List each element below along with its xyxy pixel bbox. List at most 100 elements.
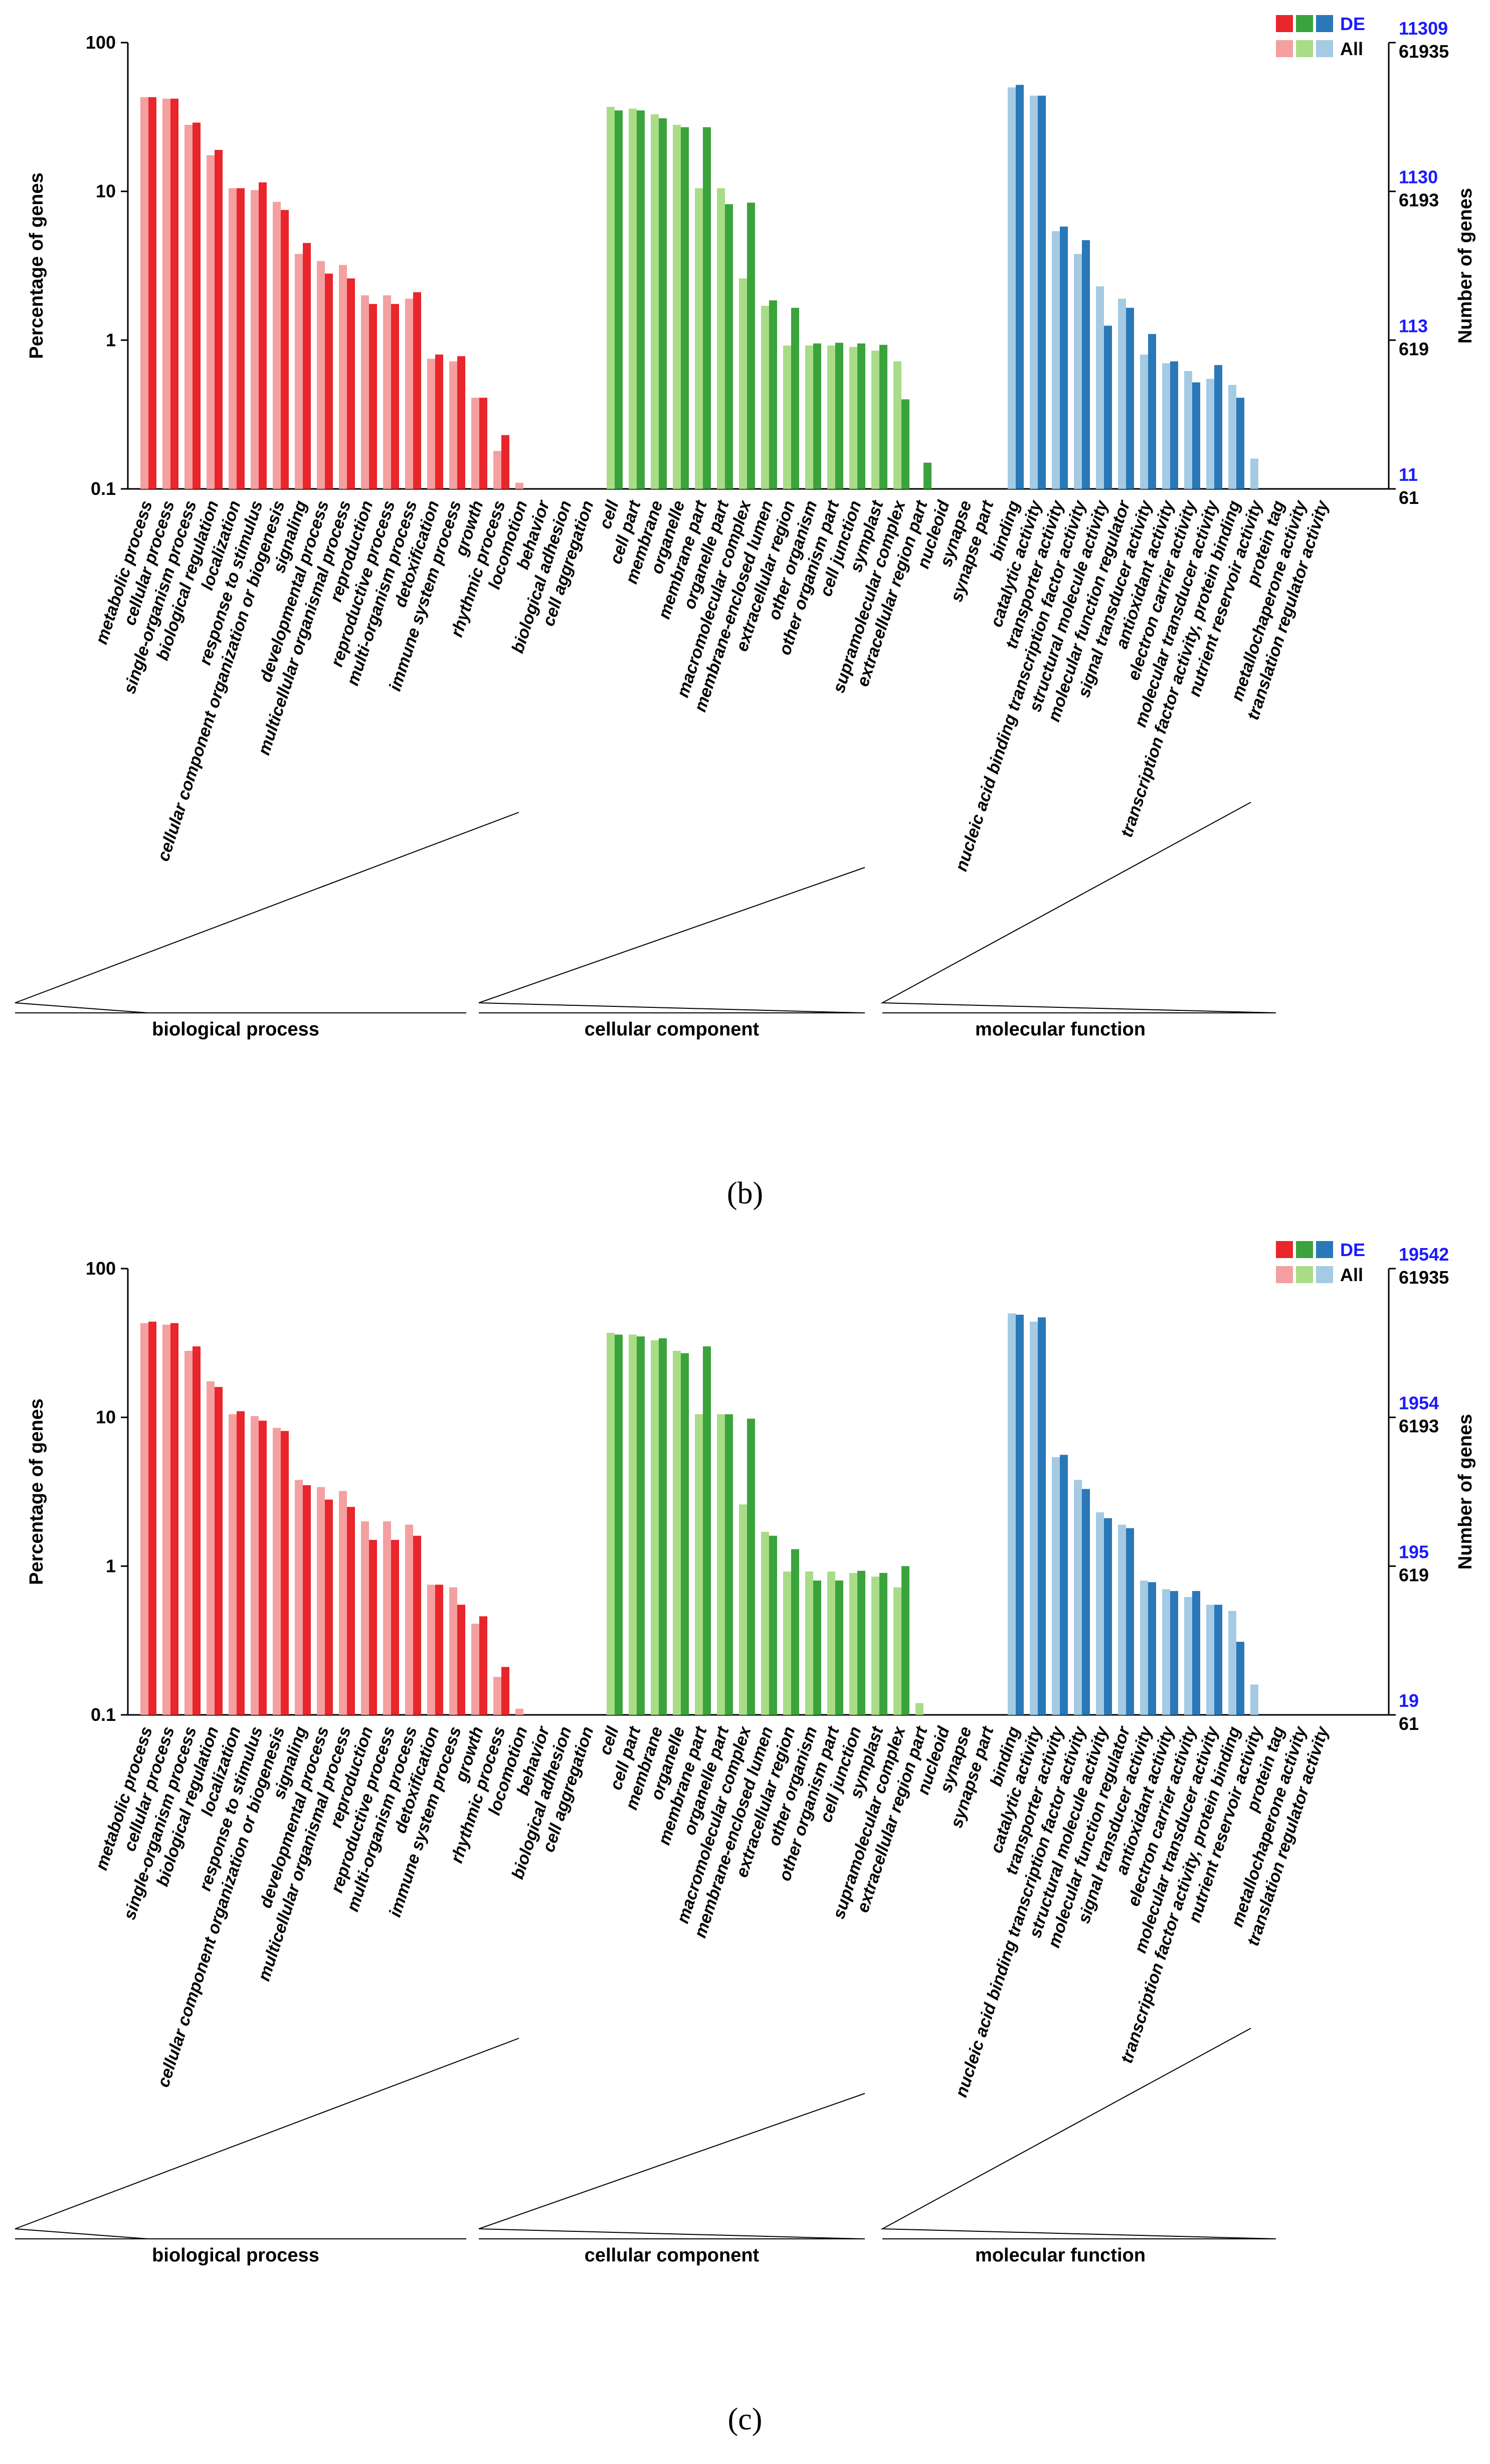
pb-group-label: cellular component xyxy=(585,1019,760,1040)
pc-legend-swatch-de xyxy=(1296,1241,1313,1258)
pb-legend-swatch-all xyxy=(1316,40,1333,57)
pc-bar-all-biological-8 xyxy=(317,1487,325,1715)
pb-bar-de-biological-8 xyxy=(325,273,333,489)
pc-bar-de-molecular-7 xyxy=(1170,1591,1178,1715)
pb-bar-all-cellular-3 xyxy=(673,125,681,489)
pb-legend-swatch-all xyxy=(1296,40,1313,57)
pc-bar-all-cellular-11 xyxy=(849,1572,857,1715)
pb-right-tick-all: 619 xyxy=(1399,338,1429,359)
pb-bar-all-molecular-2 xyxy=(1052,231,1060,489)
pc-bar-de-molecular-4 xyxy=(1104,1518,1112,1715)
pb-bar-all-molecular-8 xyxy=(1184,371,1192,489)
pc-right-tick-de: 1954 xyxy=(1399,1393,1439,1414)
pb-right-tick-de: 11 xyxy=(1399,464,1418,485)
pc-y-tick-label: 0.1 xyxy=(91,1704,116,1725)
pb-bar-de-molecular-9 xyxy=(1214,365,1222,489)
pb-bar-de-cellular-8 xyxy=(791,307,799,489)
pc-legend-swatch-all xyxy=(1316,1266,1333,1283)
pc-group-bracket xyxy=(15,2038,519,2239)
pb-bar-all-molecular-3 xyxy=(1074,254,1082,489)
pc-bar-all-molecular-2 xyxy=(1052,1457,1060,1715)
pc-bar-all-cellular-1 xyxy=(629,1334,637,1715)
pb-bar-all-biological-2 xyxy=(184,125,193,489)
pc-bar-all-biological-13 xyxy=(427,1585,435,1715)
pc-bar-all-biological-15 xyxy=(471,1624,479,1715)
pc-y-tick-label: 100 xyxy=(86,1258,116,1279)
pb-legend-de-label: DE xyxy=(1340,14,1365,34)
pc-bar-all-biological-5 xyxy=(251,1416,259,1715)
pb-bar-all-cellular-9 xyxy=(805,345,813,489)
pb-bar-de-biological-16 xyxy=(501,435,509,489)
pc-bar-all-biological-16 xyxy=(493,1677,501,1715)
pc-group-bracket xyxy=(478,2093,865,2239)
pc-bar-all-biological-7 xyxy=(295,1480,303,1715)
pb-right-tick-de: 113 xyxy=(1399,315,1428,336)
pb-bar-all-biological-9 xyxy=(339,265,347,489)
pc-bar-de-molecular-6 xyxy=(1148,1582,1156,1715)
pb-group-bracket xyxy=(15,812,519,1013)
pb-bar-de-cellular-3 xyxy=(681,127,689,489)
pb-bar-de-molecular-4 xyxy=(1104,325,1112,489)
pc-bar-de-cellular-9 xyxy=(813,1580,821,1715)
pb-y-tick-label: 1 xyxy=(106,329,116,350)
pc-bar-de-biological-4 xyxy=(237,1411,245,1715)
pc-group-label: biological process xyxy=(152,2245,319,2266)
pb-legend-swatch-de xyxy=(1316,15,1333,32)
pc-bar-de-biological-1 xyxy=(170,1323,178,1715)
pc-bar-de-molecular-9 xyxy=(1214,1605,1222,1715)
pb-bar-de-cellular-7 xyxy=(769,300,777,489)
pc-bar-all-cellular-12 xyxy=(871,1576,879,1715)
pb-group-bracket xyxy=(880,802,1276,1013)
pc-bar-all-molecular-0 xyxy=(1008,1313,1016,1715)
pc-legend-swatch-de xyxy=(1276,1241,1293,1258)
pb-bar-de-cellular-10 xyxy=(835,342,843,489)
pb-bar-all-molecular-0 xyxy=(1008,87,1016,489)
pb-bar-de-cellular-6 xyxy=(747,203,755,489)
pb-y-axis-title: Percentage of genes xyxy=(26,172,47,359)
pb-legend-all-label: All xyxy=(1340,39,1363,59)
pb-bar-de-cellular-14 xyxy=(923,462,932,489)
pc-bar-de-cellular-12 xyxy=(879,1572,887,1715)
pc-right-axis-title: Number of genes xyxy=(1455,1414,1476,1569)
pc-bar-de-cellular-10 xyxy=(835,1580,843,1715)
pb-bar-de-biological-7 xyxy=(303,243,311,489)
pc-bar-all-biological-10 xyxy=(361,1521,369,1715)
pc-bar-all-molecular-9 xyxy=(1206,1605,1214,1715)
pb-group-label: molecular function xyxy=(975,1019,1146,1040)
pc-bar-all-molecular-3 xyxy=(1074,1480,1082,1715)
pc-right-tick-de: 19 xyxy=(1399,1690,1419,1711)
pb-bar-de-molecular-6 xyxy=(1148,334,1156,489)
pc-bar-de-cellular-1 xyxy=(637,1336,645,1715)
pb-bar-all-molecular-9 xyxy=(1206,379,1214,489)
pb-bar-de-molecular-10 xyxy=(1236,398,1244,489)
pc-bar-de-cellular-8 xyxy=(791,1549,799,1715)
pc-bar-all-biological-2 xyxy=(184,1351,193,1715)
pb-y-tick-label: 100 xyxy=(86,32,116,53)
pb-bar-all-cellular-6 xyxy=(739,278,747,489)
pb-bar-all-cellular-1 xyxy=(629,108,637,489)
pc-bar-de-cellular-0 xyxy=(615,1334,623,1715)
pc-y-axis-title: Percentage of genes xyxy=(26,1398,47,1585)
pb-bar-de-molecular-7 xyxy=(1170,361,1178,489)
pc-bar-de-cellular-3 xyxy=(681,1353,689,1715)
pb-bar-de-biological-12 xyxy=(413,292,421,489)
pb-bar-all-biological-4 xyxy=(229,188,237,489)
pb-bar-de-biological-15 xyxy=(479,398,487,489)
pc-bar-all-molecular-11 xyxy=(1250,1684,1258,1715)
pb-panel-caption: (b) xyxy=(727,1176,763,1210)
pb-bar-all-molecular-1 xyxy=(1030,95,1038,489)
pc-bar-all-biological-12 xyxy=(405,1524,413,1715)
pb-bar-all-cellular-10 xyxy=(827,345,835,489)
pb-bar-de-molecular-2 xyxy=(1060,226,1068,489)
pb-bar-all-molecular-11 xyxy=(1250,458,1258,489)
pb-bar-de-biological-11 xyxy=(391,304,399,489)
pb-bar-de-molecular-8 xyxy=(1192,382,1200,489)
pc-bar-de-biological-14 xyxy=(457,1605,465,1715)
pc-group-bracket xyxy=(880,2028,1276,2239)
pc-bar-all-biological-17 xyxy=(515,1708,523,1715)
pb-bar-all-biological-8 xyxy=(317,261,325,489)
pb-legend-swatch-de xyxy=(1276,15,1293,32)
pc-right-tick-de: 195 xyxy=(1399,1541,1429,1562)
pb-bar-de-biological-1 xyxy=(170,98,178,489)
pb-y-tick-label: 0.1 xyxy=(91,478,116,499)
